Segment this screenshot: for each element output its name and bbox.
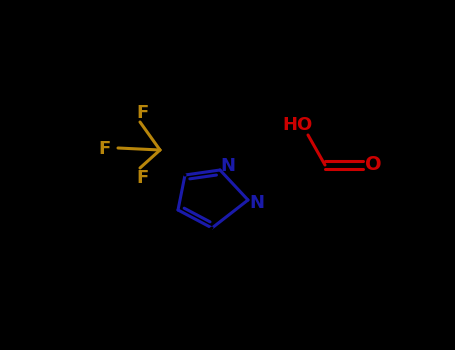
Text: N: N <box>249 194 264 212</box>
Text: F: F <box>136 104 148 122</box>
Text: O: O <box>365 155 381 175</box>
Text: HO: HO <box>283 116 313 134</box>
Text: F: F <box>136 169 148 187</box>
Text: N: N <box>221 157 236 175</box>
Text: F: F <box>99 140 111 158</box>
